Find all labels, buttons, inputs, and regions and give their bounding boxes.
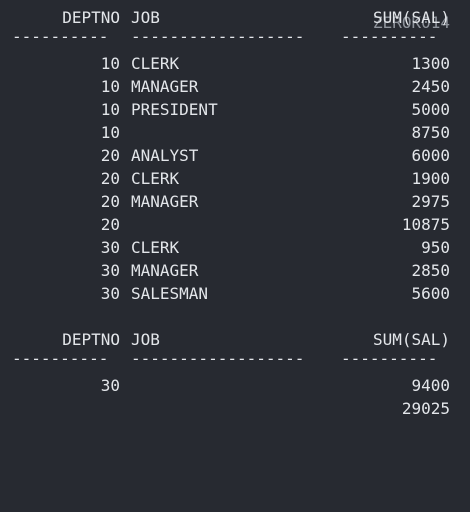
header-deptno: DEPTNO <box>62 330 120 349</box>
row-job: SALESMAN <box>131 284 209 303</box>
row-job: MANAGER <box>131 192 199 211</box>
watermark: ZEROK014 <box>372 13 450 32</box>
table1-header-row: DEPTNO JOB SUM(SAL) <box>0 6 470 29</box>
header-job: JOB <box>131 330 160 349</box>
row-sum: 8750 <box>411 123 450 142</box>
table-row: 30 MANAGER 2850 <box>0 259 470 282</box>
row-sum: 5000 <box>411 100 450 119</box>
blank-line <box>0 305 470 328</box>
terminal-output: ZEROK014 DEPTNO JOB SUM(SAL) ---------- … <box>0 6 470 420</box>
table-row: 20 MANAGER 2975 <box>0 190 470 213</box>
row-sum: 6000 <box>411 146 450 165</box>
table-row: 20 ANALYST 6000 <box>0 144 470 167</box>
header-job: JOB <box>131 8 160 27</box>
header-sum-sal: SUM(SAL) <box>372 8 450 27</box>
table2-separator: ---------- ------------------ ---------- <box>0 349 470 374</box>
row-sum: 1300 <box>411 54 450 73</box>
table-row: 30 CLERK 950 <box>0 236 470 259</box>
header-deptno: DEPTNO <box>62 8 120 27</box>
table-row: 20 10875 <box>0 213 470 236</box>
row-sum: 950 <box>421 238 450 257</box>
row-job: MANAGER <box>131 261 199 280</box>
row-deptno: 30 <box>100 238 120 257</box>
separator-deptno: ---------- <box>12 349 109 368</box>
row-deptno: 10 <box>100 123 120 142</box>
table-row: 30 9400 <box>0 374 470 397</box>
row-sum: 10875 <box>401 215 450 234</box>
row-sum: 2450 <box>411 77 450 96</box>
row-job: MANAGER <box>131 77 199 96</box>
table-row: 10 PRESIDENT 5000 <box>0 98 470 121</box>
table-row: 10 8750 <box>0 121 470 144</box>
row-deptno: 30 <box>100 261 120 280</box>
row-deptno: 20 <box>100 215 120 234</box>
table-row: 10 CLERK 1300 <box>0 52 470 75</box>
row-deptno: 20 <box>100 192 120 211</box>
table2-header-row: DEPTNO JOB SUM(SAL) <box>0 328 470 351</box>
separator-sum: ---------- <box>341 27 438 46</box>
row-sum: 9400 <box>411 376 450 395</box>
table-row: 10 MANAGER 2450 <box>0 75 470 98</box>
row-deptno: 10 <box>100 100 120 119</box>
row-sum: 29025 <box>401 399 450 418</box>
row-deptno: 20 <box>100 169 120 188</box>
separator-job: ------------------ <box>131 27 305 46</box>
row-deptno: 30 <box>100 284 120 303</box>
row-job: CLERK <box>131 54 180 73</box>
row-deptno: 30 <box>100 376 120 395</box>
row-job: CLERK <box>131 169 180 188</box>
table1-separator: ---------- ------------------ ---------- <box>0 27 470 52</box>
row-sum: 5600 <box>411 284 450 303</box>
row-sum: 2850 <box>411 261 450 280</box>
row-sum: 1900 <box>411 169 450 188</box>
row-sum: 2975 <box>411 192 450 211</box>
row-deptno: 20 <box>100 146 120 165</box>
header-sum-sal: SUM(SAL) <box>372 330 450 349</box>
table-row-grand-total: 29025 <box>0 397 470 420</box>
row-deptno: 10 <box>100 54 120 73</box>
row-job: PRESIDENT <box>131 100 218 119</box>
separator-job: ------------------ <box>131 349 305 368</box>
separator-sum: ---------- <box>341 349 438 368</box>
table-row: 20 CLERK 1900 <box>0 167 470 190</box>
row-deptno: 10 <box>100 77 120 96</box>
row-job: CLERK <box>131 238 180 257</box>
table-row: 30 SALESMAN 5600 <box>0 282 470 305</box>
separator-deptno: ---------- <box>12 27 109 46</box>
row-job: ANALYST <box>131 146 199 165</box>
